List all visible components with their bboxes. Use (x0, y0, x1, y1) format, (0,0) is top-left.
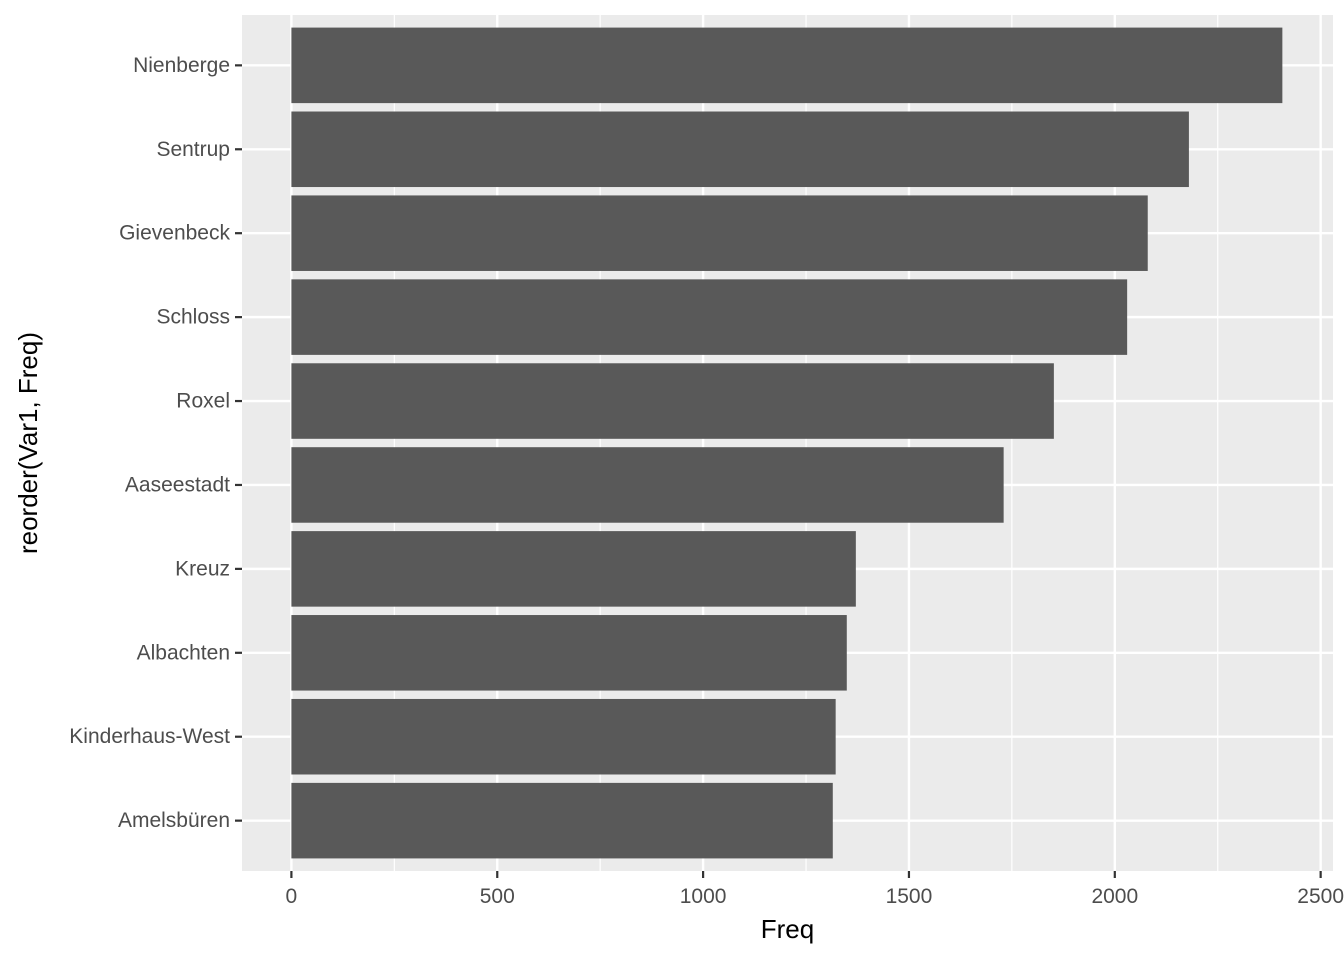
x-axis: 0 500 1000 1500 2000 2500 (286, 871, 1344, 908)
y-tick-label: Amelsbüren (118, 809, 230, 832)
x-tick-label: 1000 (680, 885, 727, 908)
x-tick-label: 1500 (886, 885, 933, 908)
bar-kreuz (291, 531, 856, 607)
bar-sentrup (291, 111, 1189, 188)
x-tick-label: 500 (480, 885, 515, 908)
bar-albachten (291, 615, 847, 691)
bar-aaseestadt (291, 447, 1004, 523)
y-tick-label: Kinderhaus-West (69, 725, 230, 748)
y-tick-label: Roxel (176, 390, 230, 413)
x-axis-title: Freq (761, 914, 814, 944)
bar-amelsb-ren (291, 782, 833, 859)
y-tick-label: Gievenbeck (119, 222, 230, 245)
y-axis-title: reorder(Var1, Freq) (13, 332, 43, 554)
y-tick-label: Sentrup (156, 138, 230, 161)
y-tick-label: Aaseestadt (125, 473, 230, 496)
y-tick-label: Kreuz (175, 557, 230, 580)
y-axis: Nienberge Sentrup Gievenbeck Schloss Roxel Aa… (69, 54, 242, 832)
x-tick-label: 0 (286, 885, 298, 908)
x-tick-label: 2500 (1297, 885, 1344, 908)
bar-roxel (291, 363, 1054, 439)
y-tick-label: Schloss (156, 306, 230, 329)
y-tick-label: Albachten (137, 641, 230, 664)
bar-nienberge (291, 27, 1283, 104)
bars (291, 27, 1283, 859)
bar-gievenbeck (291, 195, 1148, 271)
y-tick-label: Nienberge (133, 54, 230, 77)
bar-schloss (291, 279, 1128, 355)
bar-kinderhaus-west (291, 698, 836, 775)
x-tick-label: 2000 (1091, 885, 1138, 908)
